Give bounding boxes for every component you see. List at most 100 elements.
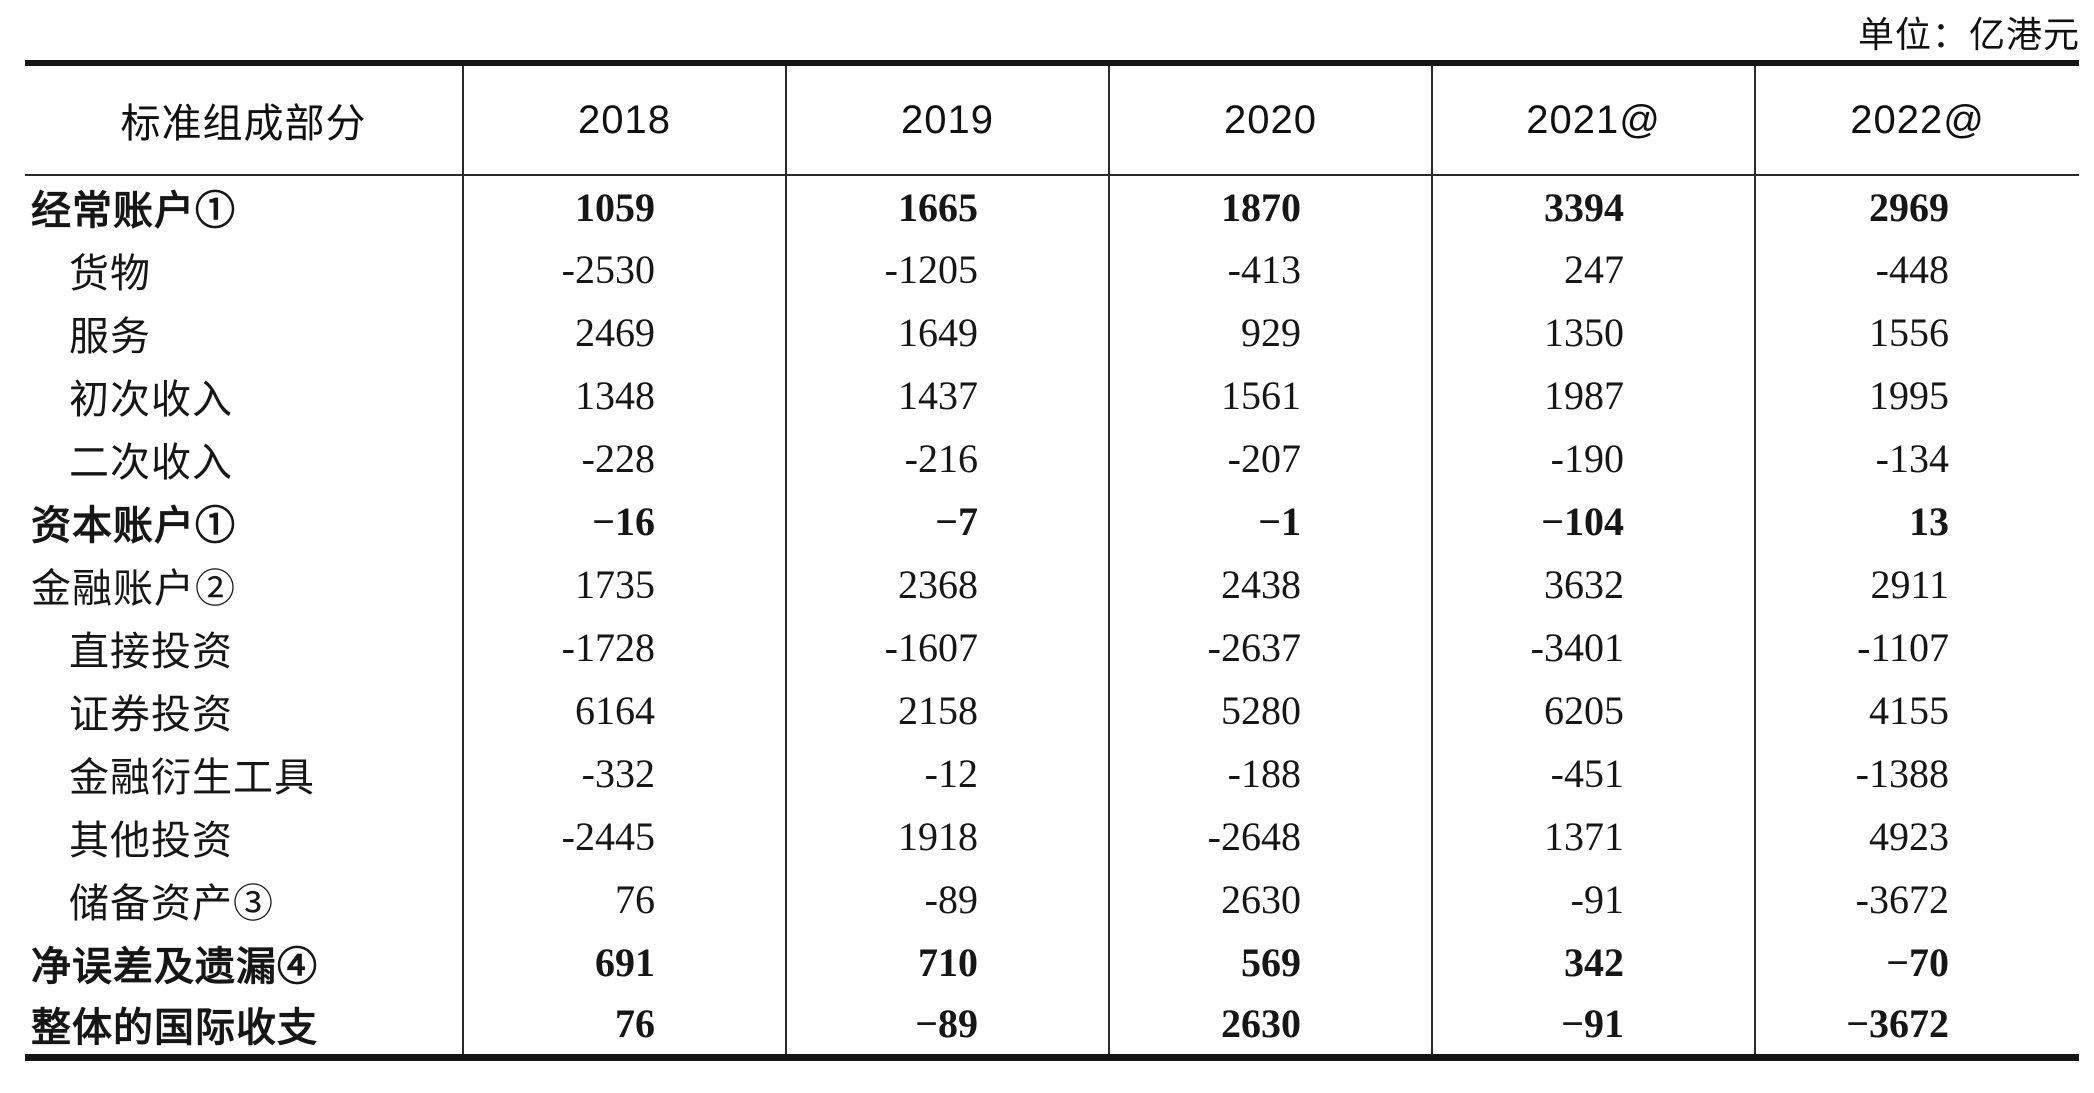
value-cell: 1665: [785, 175, 1109, 238]
value-cell: -2637: [1108, 616, 1432, 679]
value-cell: -12: [785, 742, 1109, 805]
table-row-secondary-income: 二次收入 -228 -216 -207 -190 -134: [25, 427, 2079, 490]
value-cell: 2438: [1108, 553, 1432, 616]
value-cell: 1870: [1108, 175, 1432, 238]
balance-of-payments-table: 标准组成部分 2018 2019 2020 2021@ 2022@ 经常账户① …: [25, 60, 2079, 1061]
row-label: 直接投资: [69, 628, 233, 674]
value-cell: 2969: [1754, 175, 2079, 238]
value-cell: 5280: [1108, 679, 1432, 742]
value-cell: 1437: [785, 364, 1109, 427]
value-cell: 3632: [1431, 553, 1755, 616]
value-cell: -332: [462, 742, 786, 805]
value-cell: 1556: [1754, 301, 2079, 364]
value-cell: 2368: [785, 553, 1109, 616]
value-cell: -3672: [1754, 868, 2079, 931]
value-cell: −3672: [1754, 994, 2079, 1057]
row-label: 金融账户②: [31, 565, 236, 611]
value-cell: 6205: [1431, 679, 1755, 742]
value-cell: 1735: [462, 553, 786, 616]
value-cell: -228: [462, 427, 786, 490]
value-cell: -190: [1431, 427, 1755, 490]
value-cell: 1918: [785, 805, 1109, 868]
table-row-primary-income: 初次收入 1348 1437 1561 1987 1995: [25, 364, 2079, 427]
table-row-overall-balance: 整体的国际收支 76 −89 2630 −91 −3672: [25, 994, 2079, 1057]
value-cell: 1987: [1431, 364, 1755, 427]
value-cell: -89: [785, 868, 1109, 931]
value-cell: -2445: [462, 805, 786, 868]
value-cell: 76: [462, 994, 786, 1057]
row-label: 资本账户①: [31, 502, 236, 548]
value-cell: -134: [1754, 427, 2079, 490]
value-cell: -2530: [462, 238, 786, 301]
value-cell: −70: [1754, 931, 2079, 994]
value-cell: −1: [1108, 490, 1432, 553]
table-row-reserve-assets: 储备资产③ 76 -89 2630 -91 -3672: [25, 868, 2079, 931]
value-cell: -1205: [785, 238, 1109, 301]
value-cell: -188: [1108, 742, 1432, 805]
value-cell: 1649: [785, 301, 1109, 364]
column-header-components: 标准组成部分: [25, 63, 463, 176]
value-cell: -451: [1431, 742, 1755, 805]
value-cell: 1561: [1108, 364, 1432, 427]
table-row-direct-investment: 直接投资 -1728 -1607 -2637 -3401 -1107: [25, 616, 2079, 679]
value-cell: 2469: [462, 301, 786, 364]
value-cell: 1371: [1431, 805, 1755, 868]
value-cell: 3394: [1431, 175, 1755, 238]
value-cell: −7: [785, 490, 1109, 553]
value-cell: -1388: [1754, 742, 2079, 805]
table-row-services: 服务 2469 1649 929 1350 1556: [25, 301, 2079, 364]
value-cell: -1728: [462, 616, 786, 679]
unit-note: 单位：亿港元: [1857, 15, 2080, 55]
row-label: 初次收入: [69, 376, 233, 422]
value-cell: 2630: [1108, 868, 1432, 931]
table-row-financial-derivatives: 金融衍生工具 -332 -12 -188 -451 -1388: [25, 742, 2079, 805]
column-header-2021: 2021@: [1431, 63, 1755, 176]
table-row-goods: 货物 -2530 -1205 -413 247 -448: [25, 238, 2079, 301]
value-cell: 13: [1754, 490, 2079, 553]
value-cell: 929: [1108, 301, 1432, 364]
value-cell: 76: [462, 868, 786, 931]
row-label: 服务: [69, 313, 151, 359]
value-cell: -1107: [1754, 616, 2079, 679]
row-label: 其他投资: [69, 817, 233, 863]
table-row-portfolio-investment: 证券投资 6164 2158 5280 6205 4155: [25, 679, 2079, 742]
value-cell: 4155: [1754, 679, 2079, 742]
value-cell: 6164: [462, 679, 786, 742]
row-label: 金融衍生工具: [69, 754, 315, 800]
column-header-2020: 2020: [1108, 63, 1432, 176]
row-label: 储备资产③: [69, 880, 274, 926]
column-header-2019: 2019: [785, 63, 1109, 176]
value-cell: 710: [785, 931, 1109, 994]
value-cell: 2911: [1754, 553, 2079, 616]
row-label: 净误差及遗漏④: [31, 943, 318, 989]
value-cell: 1348: [462, 364, 786, 427]
value-cell: −91: [1431, 994, 1755, 1057]
table-row-capital-account: 资本账户① −16 −7 −1 −104 13: [25, 490, 2079, 553]
value-cell: -216: [785, 427, 1109, 490]
value-cell: −89: [785, 994, 1109, 1057]
value-cell: −16: [462, 490, 786, 553]
value-cell: 342: [1431, 931, 1755, 994]
value-cell: 4923: [1754, 805, 2079, 868]
header-row: 标准组成部分 2018 2019 2020 2021@ 2022@: [25, 63, 2079, 176]
row-label: 整体的国际收支: [31, 1004, 318, 1050]
row-label: 货物: [69, 250, 151, 296]
row-label: 证券投资: [69, 691, 233, 737]
value-cell: 2630: [1108, 994, 1432, 1057]
value-cell: −104: [1431, 490, 1755, 553]
row-label: 经常账户①: [31, 188, 236, 233]
value-cell: -91: [1431, 868, 1755, 931]
value-cell: 1059: [462, 175, 786, 238]
table-row-other-investment: 其他投资 -2445 1918 -2648 1371 4923: [25, 805, 2079, 868]
value-cell: -1607: [785, 616, 1109, 679]
value-cell: 1350: [1431, 301, 1755, 364]
value-cell: 569: [1108, 931, 1432, 994]
value-cell: -207: [1108, 427, 1432, 490]
value-cell: 2158: [785, 679, 1109, 742]
value-cell: 1995: [1754, 364, 2079, 427]
value-cell: -413: [1108, 238, 1432, 301]
column-header-2018: 2018: [462, 63, 786, 176]
table-row-current-account: 经常账户① 1059 1665 1870 3394 2969: [25, 175, 2079, 238]
value-cell: 691: [462, 931, 786, 994]
